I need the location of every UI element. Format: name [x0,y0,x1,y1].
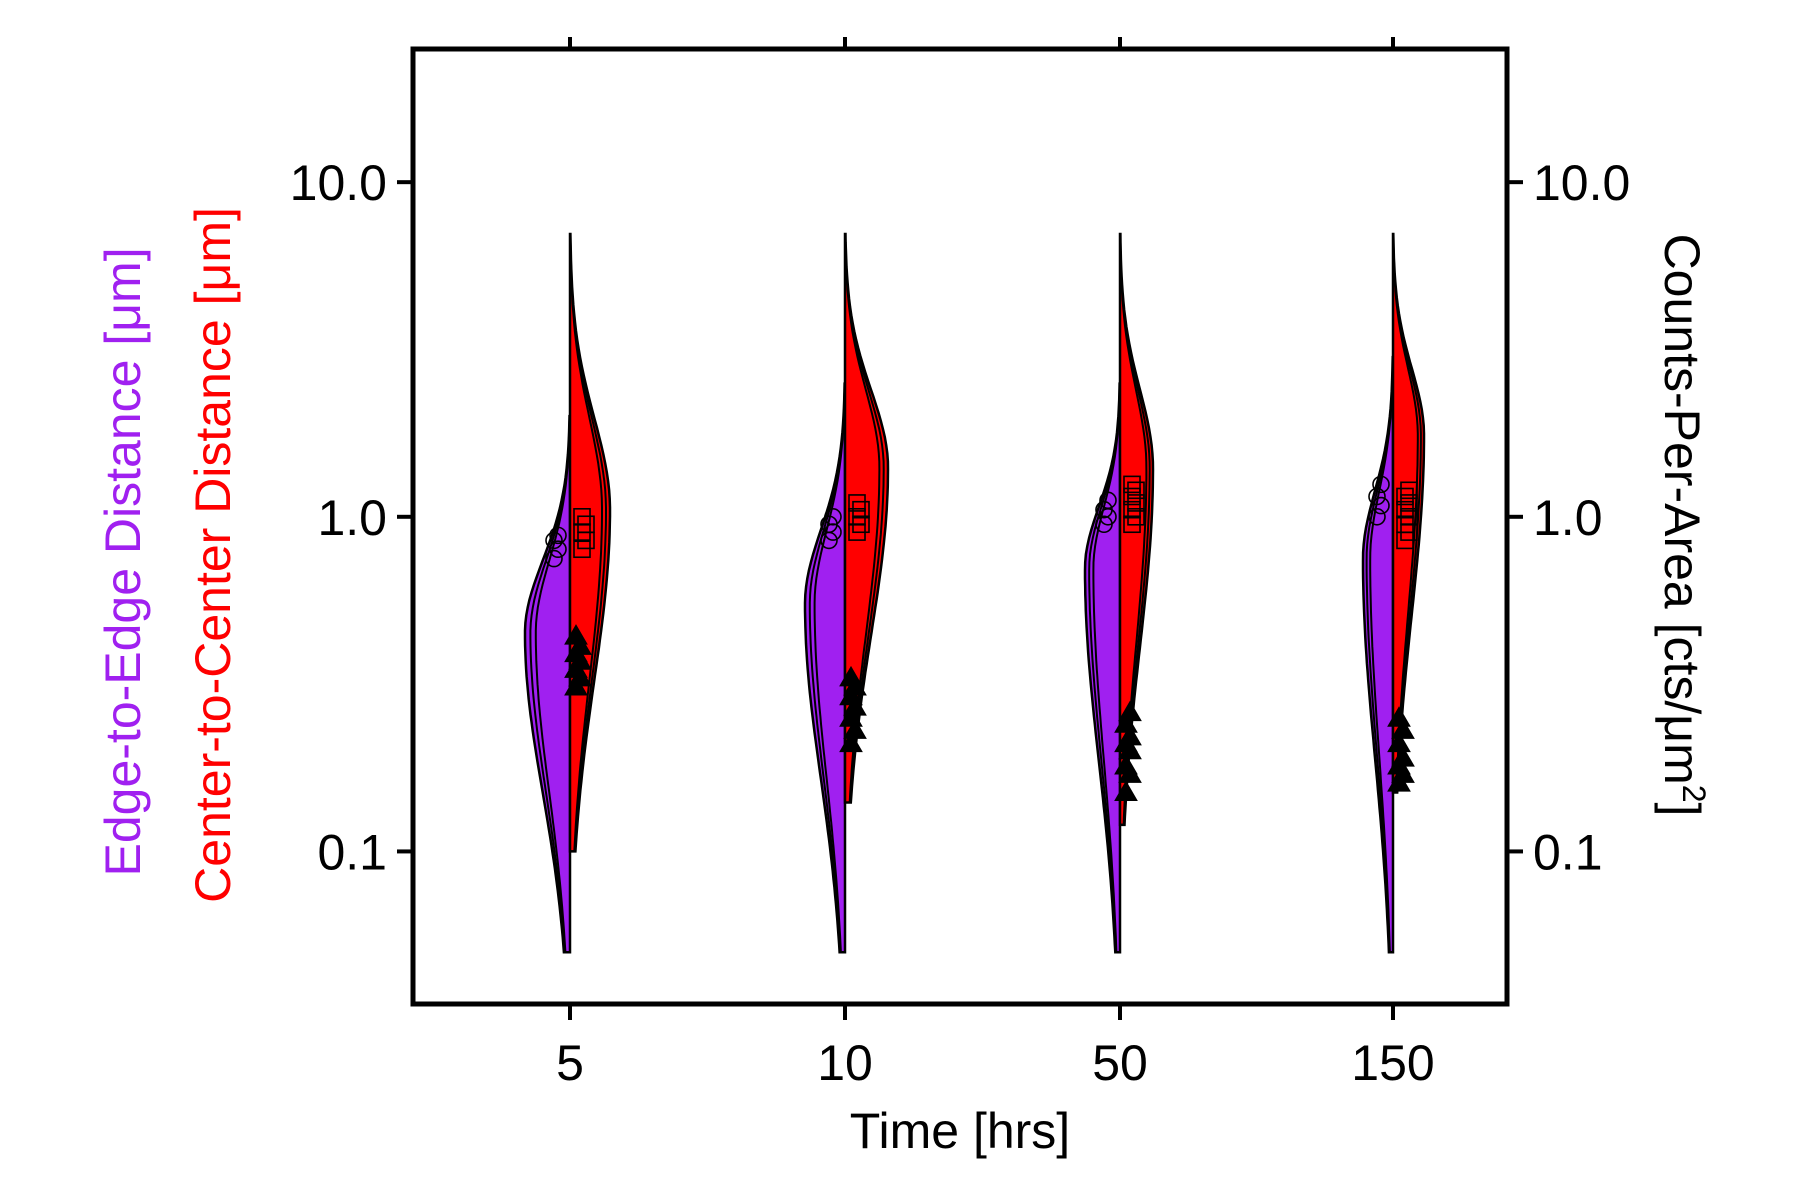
y-axis-title-left: Edge-to-Edge Distance [μm] Center-to-Cen… [95,207,241,903]
y-axis-title-center: Center-to-Center Distance [μm] [185,207,241,903]
circle-marker [1372,475,1390,494]
square-marker [1400,494,1418,512]
y-tick-label-left: 0.1 [317,824,387,880]
square-marker [852,500,870,519]
y-tick-label-right: 1.0 [1533,490,1603,546]
violin-edge-half [1083,382,1122,954]
x-axis-title: Time [hrs] [850,1103,1070,1159]
violin-edge-replicate [1088,382,1121,954]
x-tick-label: 10 [817,1035,873,1091]
circle-marker [824,507,842,526]
square-marker [573,507,591,526]
square-marker [848,494,866,512]
violin-center-replicate [569,233,603,853]
y-axis-left: 0.1 1.0 10.0 [290,155,413,880]
y-tick-label-left: 1.0 [317,490,387,546]
square-marker [1123,500,1141,519]
triangle-marker [843,695,867,716]
triangle-marker [839,706,863,727]
circle-marker [545,531,563,550]
y-axis-title-right-suffix: ] [1654,803,1710,817]
square-marker [1123,487,1141,506]
violin-edge-replicate [534,415,571,954]
square-marker [1123,475,1141,494]
y-tick-label-right: 0.1 [1533,824,1603,880]
violin-edge-half [1361,355,1395,954]
violin-edge-replicate [1369,356,1394,954]
triangle-marker [843,718,867,739]
circle-marker [1099,491,1117,510]
square-marker [1127,507,1145,526]
circle-marker [1368,507,1386,526]
y-axis-title-right: Counts-Per-Area [cts/μm2] [1654,234,1712,817]
y-axis-title-right-sup: 2 [1676,785,1712,803]
y-axis-title-edge: Edge-to-Edge Distance [μm] [95,247,151,876]
square-marker [1396,500,1414,519]
square-marker [1400,481,1418,500]
triangle-marker [564,624,588,645]
x-tick-label: 5 [556,1035,584,1091]
circle-marker [549,540,567,559]
square-marker [573,540,591,559]
triangle-marker [1387,706,1411,727]
triangle-marker [568,634,592,655]
square-marker [848,507,866,526]
square-marker [1396,487,1414,506]
square-marker [1400,507,1418,526]
circle-marker [1095,500,1113,519]
triangle-marker [839,665,863,687]
circle-marker [1372,496,1390,515]
y-axis-title-right-main: Counts-Per-Area [cts/μm [1654,234,1710,785]
x-axis: 5 10 50 150 [556,37,1435,1091]
markers-layer [545,475,1418,802]
triangle-marker [1118,724,1142,746]
triangle-marker [1114,754,1138,775]
y-tick-label-right: 10.0 [1533,155,1630,211]
y-axis-right: 0.1 1.0 10.0 [1507,155,1630,880]
square-marker [1127,494,1145,512]
triangle-marker [1114,780,1138,802]
triangle-marker [1118,700,1142,722]
square-marker [1127,481,1145,500]
plot-frame [410,46,1510,1007]
violin-edge-replicate [1092,382,1121,954]
violins-layer [523,232,1426,954]
triangle-marker [1114,712,1138,733]
x-tick-label: 150 [1351,1035,1434,1091]
circle-marker [545,549,563,568]
triangle-marker [1391,718,1415,739]
circle-marker [549,526,567,545]
triangle-marker [1391,746,1415,767]
x-tick-label: 50 [1092,1035,1148,1091]
triangle-marker [839,731,863,753]
circle-marker [1368,487,1386,506]
triangle-marker [1387,731,1411,753]
violin-edge-replicate [813,382,846,954]
y-tick-label-left: 10.0 [290,155,387,211]
